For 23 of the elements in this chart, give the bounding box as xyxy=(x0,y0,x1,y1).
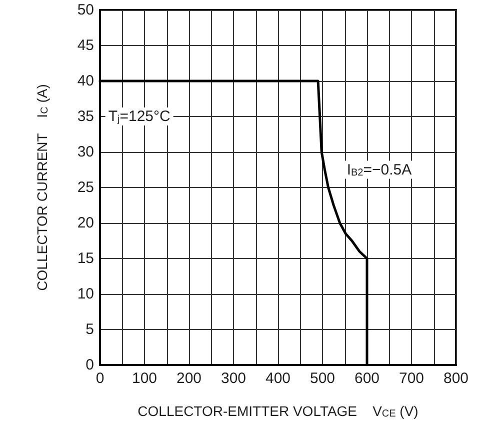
y-tick-label: 35 xyxy=(77,108,94,125)
x-tick-label: 300 xyxy=(220,370,246,387)
y-tick-label: 25 xyxy=(77,179,94,196)
x-tick-label: 700 xyxy=(398,370,424,387)
y-tick-label: 20 xyxy=(77,214,94,232)
y-tick-label: 0 xyxy=(86,356,94,374)
y-tick-label: 40 xyxy=(77,72,94,90)
y-tick-label: 45 xyxy=(77,37,94,54)
y-tick-label: 10 xyxy=(77,286,94,302)
y-tick-label: 5 xyxy=(86,321,94,338)
x-axis-title: COLLECTOR-EMITTER VOLTAGE VCE (V) xyxy=(138,403,418,420)
annotation: IB2=−0.5A xyxy=(346,161,412,178)
x-tick-label: 400 xyxy=(265,370,291,387)
annotation: Tj=125°C xyxy=(108,108,171,125)
y-tick-label: 30 xyxy=(77,144,94,160)
x-tick-label: 200 xyxy=(176,370,202,387)
y-tick-label: 15 xyxy=(77,250,94,267)
x-tick-label: 100 xyxy=(132,370,158,387)
y-tick-label: 50 xyxy=(77,2,94,18)
x-tick-label: 600 xyxy=(354,370,380,387)
x-tick-label: 500 xyxy=(310,370,336,387)
x-tick-label: 800 xyxy=(443,370,469,387)
y-axis-title: COLLECTOR CURRENT IC (A) xyxy=(34,84,50,291)
